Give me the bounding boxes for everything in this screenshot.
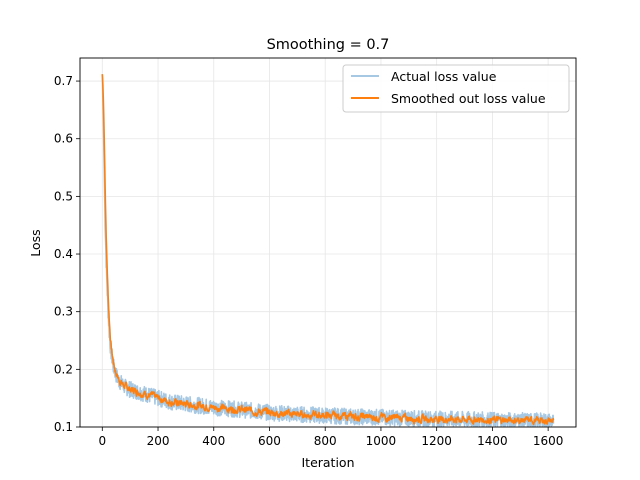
y-axis-ticks: 0.1 0.2 0.3 0.4 0.5 0.6 0.7 bbox=[54, 74, 80, 434]
x-axis-ticks: 0 200 400 600 800 1000 1200 1400 1600 bbox=[98, 427, 563, 448]
x-tick-label: 1400 bbox=[477, 434, 508, 448]
x-tick-label: 1200 bbox=[421, 434, 452, 448]
legend-label-smoothed: Smoothed out loss value bbox=[391, 91, 546, 106]
x-tick-label: 1600 bbox=[533, 434, 564, 448]
legend-label-actual: Actual loss value bbox=[391, 69, 497, 84]
legend: Actual loss value Smoothed out loss valu… bbox=[342, 64, 570, 113]
y-tick-label: 0.4 bbox=[54, 247, 73, 261]
x-tick-label: 0 bbox=[98, 434, 106, 448]
y-tick-label: 0.5 bbox=[54, 189, 73, 203]
y-tick-label: 0.2 bbox=[54, 362, 73, 376]
x-axis-label: Iteration bbox=[301, 455, 354, 470]
series-layer bbox=[101, 74, 555, 427]
chart-title: Smoothing = 0.7 bbox=[267, 37, 390, 53]
x-tick-label: 200 bbox=[147, 434, 170, 448]
y-tick-label: 0.1 bbox=[54, 420, 73, 434]
y-axis-label: Loss bbox=[28, 229, 43, 256]
x-tick-label: 1000 bbox=[366, 434, 397, 448]
plot-frame bbox=[79, 57, 577, 428]
y-tick-label: 0.7 bbox=[54, 74, 73, 88]
x-tick-label: 400 bbox=[202, 434, 225, 448]
legend-box bbox=[342, 64, 570, 113]
y-tick-label: 0.6 bbox=[54, 132, 73, 146]
x-tick-label: 800 bbox=[314, 434, 337, 448]
x-tick-label: 600 bbox=[258, 434, 281, 448]
y-tick-label: 0.3 bbox=[54, 305, 73, 319]
smoothed-loss-line bbox=[101, 74, 555, 426]
